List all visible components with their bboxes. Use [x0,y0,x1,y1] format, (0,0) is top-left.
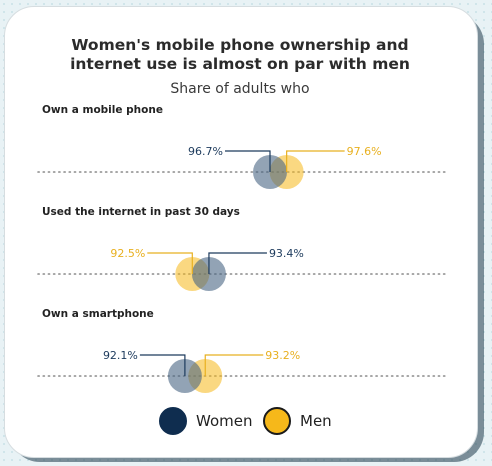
women-value-label: 93.4% [269,247,304,260]
legend-women-label: Women [196,412,252,430]
chart-rows: Own a mobile phone 96.7% 97.6% Used the int… [37,104,449,393]
men-leader-line [147,252,193,274]
chart-row: Own a mobile phone 96.7% 97.6% [37,104,449,189]
women-leader-line [139,354,186,376]
men-value-label: 93.2% [265,349,300,362]
women-value-label: 92.1% [103,349,138,362]
chart-subtitle: Share of adults who [170,81,309,97]
legend-men-label: Men [300,412,332,430]
men-leader-line [204,354,264,376]
men-value-label: 97.6% [347,145,382,158]
chart-title-line1: Women's mobile phone ownership and [71,36,408,54]
chart-row: Own a smartphone 92.1% 93.2% [37,308,449,393]
legend-women-swatch [159,407,187,435]
chart-title-line2: internet use is almost on par with men [70,55,410,73]
men-value-label: 92.5% [110,247,145,260]
women-leader-line [208,252,267,274]
chart-card [4,6,478,458]
chart-row: Used the internet in past 30 days 93.4% 92… [37,206,449,291]
legend: Women Men [159,407,332,435]
category-label: Own a mobile phone [42,104,163,116]
women-value-label: 96.7% [188,145,223,158]
legend-men-swatch [263,407,291,435]
men-leader-line [286,150,345,172]
category-label: Used the internet in past 30 days [42,206,240,218]
women-leader-line [225,150,271,172]
category-label: Own a smartphone [42,308,154,320]
